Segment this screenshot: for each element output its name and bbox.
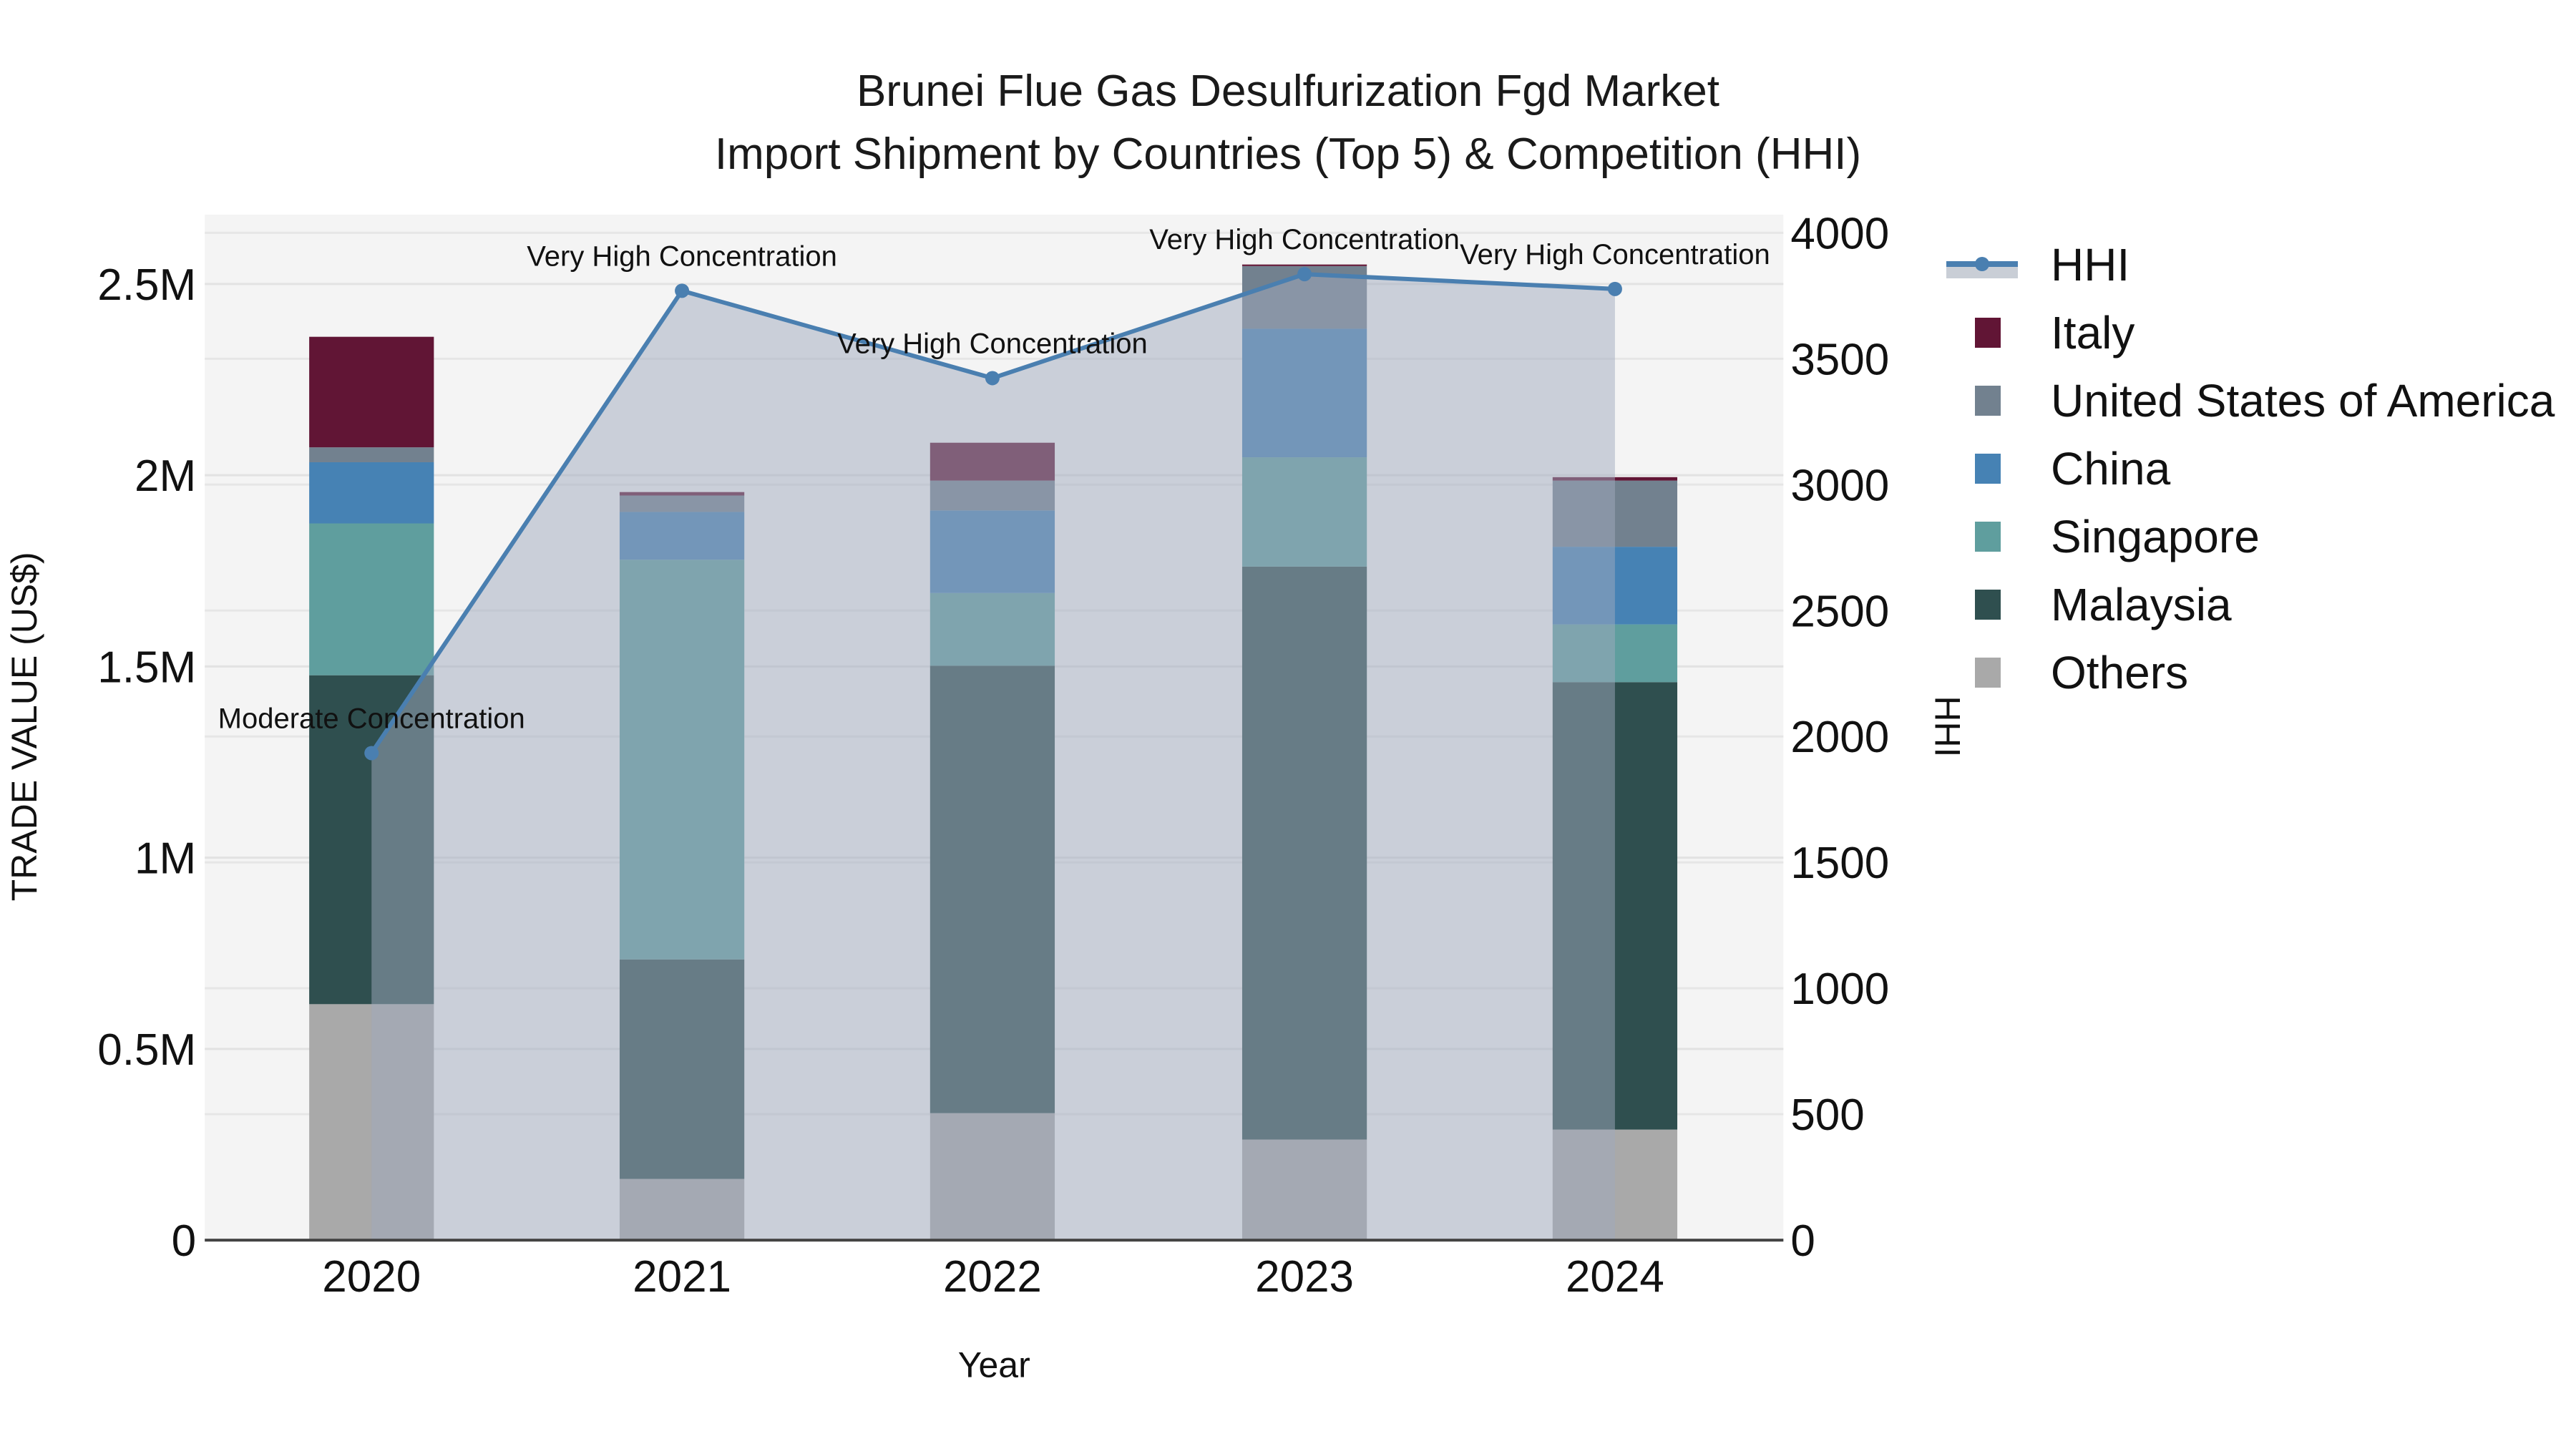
hhi-marker bbox=[1607, 281, 1622, 296]
legend-label: China bbox=[2051, 442, 2171, 494]
y2-tick-label: 1500 bbox=[1790, 839, 1889, 888]
legend-label: HHI bbox=[2051, 238, 2130, 291]
square-swatch-icon bbox=[1975, 521, 2001, 552]
legend-label: Malaysia bbox=[2051, 578, 2232, 630]
bar-segment-singapore bbox=[309, 523, 434, 675]
square-swatch-icon bbox=[1975, 385, 2001, 416]
legend-label: Others bbox=[2051, 646, 2189, 698]
y2-tick-label: 0 bbox=[1790, 1216, 1815, 1266]
chart-title-line1: Brunei Flue Gas Desulfurization Fgd Mark… bbox=[856, 67, 1720, 116]
hhi-annotation: Moderate Concentration bbox=[218, 703, 525, 734]
y-tick-label: 0.5M bbox=[97, 1025, 196, 1075]
legend-label: Singapore bbox=[2051, 510, 2260, 562]
x-tick-label: 2024 bbox=[1566, 1252, 1664, 1302]
x-axis-title: Year bbox=[958, 1345, 1030, 1385]
hhi-marker bbox=[675, 283, 690, 298]
y2-tick-label: 1000 bbox=[1790, 965, 1889, 1014]
hhi-marker bbox=[985, 371, 1000, 386]
y2-tick-label: 2500 bbox=[1790, 587, 1889, 636]
y2-axis-title: HHI bbox=[1928, 696, 1968, 757]
hhi-marker bbox=[1297, 267, 1312, 282]
legend-item-italy[interactable]: Italy bbox=[1946, 298, 2555, 366]
square-swatch-icon bbox=[1975, 317, 2001, 348]
hhi-area bbox=[371, 274, 1615, 1241]
y-tick-label: 1M bbox=[135, 834, 196, 884]
y2-tick-label: 4000 bbox=[1790, 209, 1889, 258]
y-tick-label: 1.5M bbox=[97, 643, 196, 692]
legend-item-usa[interactable]: United States of America bbox=[1946, 366, 2555, 434]
y-axis-title: TRADE VALUE (US$) bbox=[4, 552, 44, 901]
bar-segment-italy bbox=[309, 336, 434, 448]
y-tick-label: 2.5M bbox=[97, 260, 196, 310]
x-tick-label: 2023 bbox=[1255, 1252, 1354, 1302]
y2-tick-label: 500 bbox=[1790, 1091, 1864, 1140]
legend-item-china[interactable]: China bbox=[1946, 434, 2555, 502]
bar-segment-united-states-of-america bbox=[309, 447, 434, 462]
x-tick-label: 2020 bbox=[322, 1252, 421, 1302]
legend-item-others[interactable]: Others bbox=[1946, 638, 2555, 706]
x-tick-label: 2021 bbox=[633, 1252, 731, 1302]
hhi-marker bbox=[364, 746, 379, 761]
hhi-annotation: Very High Concentration bbox=[527, 240, 837, 272]
legend-label: United States of America bbox=[2051, 374, 2555, 426]
y-tick-label: 2M bbox=[135, 452, 196, 501]
legend-item-malaysia[interactable]: Malaysia bbox=[1946, 570, 2555, 638]
hhi-annotation: Very High Concentration bbox=[1460, 239, 1770, 270]
square-swatch-icon bbox=[1975, 657, 2001, 688]
bar-segment-china bbox=[309, 462, 434, 524]
y2-tick-label: 2000 bbox=[1790, 713, 1889, 762]
legend-label: Italy bbox=[2051, 306, 2135, 358]
y2-tick-label: 3000 bbox=[1790, 461, 1889, 510]
bar-segment-italy bbox=[1241, 264, 1367, 266]
legend-item-hhi[interactable]: HHI bbox=[1946, 230, 2555, 298]
hhi-line-icon bbox=[1946, 250, 2018, 280]
y2-tick-label: 3500 bbox=[1790, 335, 1889, 384]
legend-item-singapore[interactable]: Singapore bbox=[1946, 502, 2555, 570]
y-tick-label: 0 bbox=[172, 1216, 196, 1266]
legend: HHI Italy United States of America China… bbox=[1946, 230, 2555, 706]
square-swatch-icon bbox=[1975, 589, 2001, 620]
hhi-annotation: Very High Concentration bbox=[1149, 224, 1460, 255]
x-tick-label: 2022 bbox=[943, 1252, 1042, 1302]
square-swatch-icon bbox=[1975, 453, 2001, 484]
hhi-annotation: Very High Concentration bbox=[837, 328, 1148, 359]
chart-title-line2: Import Shipment by Countries (Top 5) & C… bbox=[714, 130, 1862, 179]
